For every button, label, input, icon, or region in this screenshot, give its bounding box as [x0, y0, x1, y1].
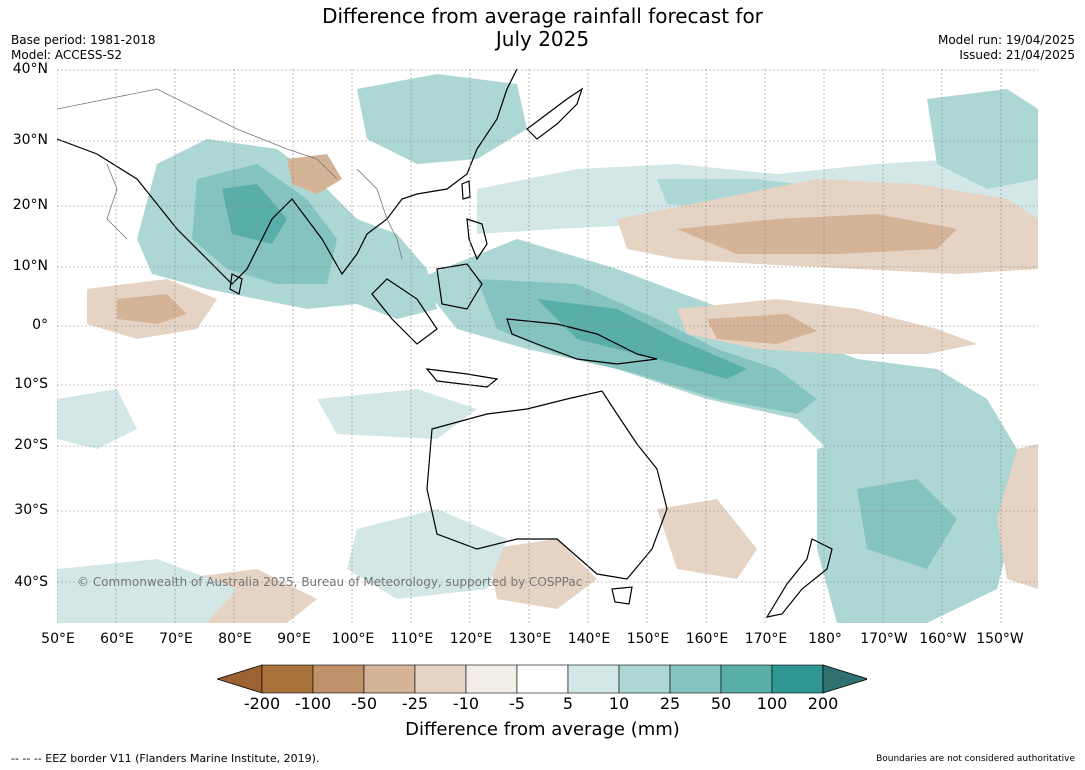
- colorbar-tick: -5: [509, 694, 525, 713]
- meta-right: Model run: 19/04/2025 Issued: 21/04/2025: [938, 33, 1075, 63]
- lon-label: 130°E: [508, 631, 552, 647]
- lon-label: 170°W: [860, 631, 908, 647]
- lon-label: 170°E: [744, 631, 788, 647]
- lon-label: 160°E: [685, 631, 729, 647]
- model-name: Model: ACCESS-S2: [11, 48, 123, 62]
- colorbar-segment: [261, 664, 314, 694]
- colorbar-segment: [312, 664, 365, 694]
- colorbar-tick: -100: [294, 694, 332, 713]
- colorbar-segment: [465, 664, 518, 694]
- lon-label: 140°E: [567, 631, 611, 647]
- colorbar-segment: [516, 664, 569, 694]
- eez-note: -- -- -- EEZ border V11 (Flanders Marine…: [11, 752, 320, 765]
- colorbar-segment: [567, 664, 620, 694]
- colorbar-segment: [414, 664, 467, 694]
- lon-label: 80°E: [218, 631, 252, 647]
- lon-label: 180°: [808, 631, 842, 647]
- coastlines: [57, 69, 833, 618]
- colorbar-tick: 50: [710, 694, 732, 713]
- lon-label: 110°E: [390, 631, 434, 647]
- copyright-watermark: © Commonwealth of Australia 2025, Bureau…: [77, 575, 583, 589]
- colorbar-segment: [720, 664, 773, 694]
- colorbar-tick: 25: [659, 694, 681, 713]
- lon-label: 150°W: [976, 631, 1024, 647]
- lat-label: 10°S: [14, 376, 48, 392]
- colorbar-tick: 100: [756, 694, 788, 713]
- colorbar-label: Difference from average (mm): [405, 719, 680, 740]
- colorbar-segment: [669, 664, 722, 694]
- model-run: Model run: 19/04/2025: [937, 33, 1075, 47]
- base-period: Base period: 1981-2018: [11, 33, 156, 47]
- lat-label: 30°N: [12, 132, 48, 148]
- rainfall-map: [57, 69, 1038, 623]
- graticule: [57, 69, 1038, 623]
- title-line-2: July 2025: [495, 27, 590, 51]
- lat-label: 30°S: [14, 502, 48, 518]
- lat-label: 40°S: [14, 574, 48, 590]
- colorbar-tick: -25: [401, 694, 429, 713]
- colorbar-tick: -200: [243, 694, 281, 713]
- boundaries-note: Boundaries are not considered authoritat…: [876, 754, 1075, 764]
- meta-left: Base period: 1981-2018 Model: ACCESS-S2: [11, 33, 156, 63]
- colorbar-tick: 200: [807, 694, 839, 713]
- colorbar: [217, 664, 867, 694]
- anomaly-fields: [57, 74, 1038, 623]
- lon-label: 120°E: [449, 631, 493, 647]
- lat-label: 20°N: [12, 197, 48, 213]
- lon-label: 150°E: [626, 631, 670, 647]
- map-title: Difference from average rainfall forecas…: [0, 5, 1085, 51]
- lat-label: 0°: [32, 317, 48, 333]
- lon-label: 70°E: [159, 631, 193, 647]
- lon-label: 160°W: [919, 631, 967, 647]
- colorbar-segment: [618, 664, 671, 694]
- colorbar-extend-high: [822, 664, 867, 694]
- colorbar-tick: -50: [350, 694, 378, 713]
- colorbar-tick: -10: [452, 694, 480, 713]
- lon-label: 50°E: [41, 631, 75, 647]
- colorbar-extend-low: [217, 664, 263, 694]
- issued-date: Issued: 21/04/2025: [959, 48, 1075, 62]
- lon-label: 90°E: [277, 631, 311, 647]
- country-borders: [57, 88, 403, 260]
- colorbar-segment: [363, 664, 416, 694]
- lon-label: 60°E: [100, 631, 134, 647]
- title-line-1: Difference from average rainfall forecas…: [322, 4, 763, 28]
- colorbar-segment: [771, 664, 824, 694]
- lon-label: 100°E: [331, 631, 375, 647]
- lat-label: 20°S: [14, 437, 48, 453]
- lat-label: 40°N: [12, 61, 48, 77]
- lat-label: 10°N: [12, 258, 48, 274]
- colorbar-tick: 10: [608, 694, 630, 713]
- colorbar-tick: 5: [562, 694, 574, 713]
